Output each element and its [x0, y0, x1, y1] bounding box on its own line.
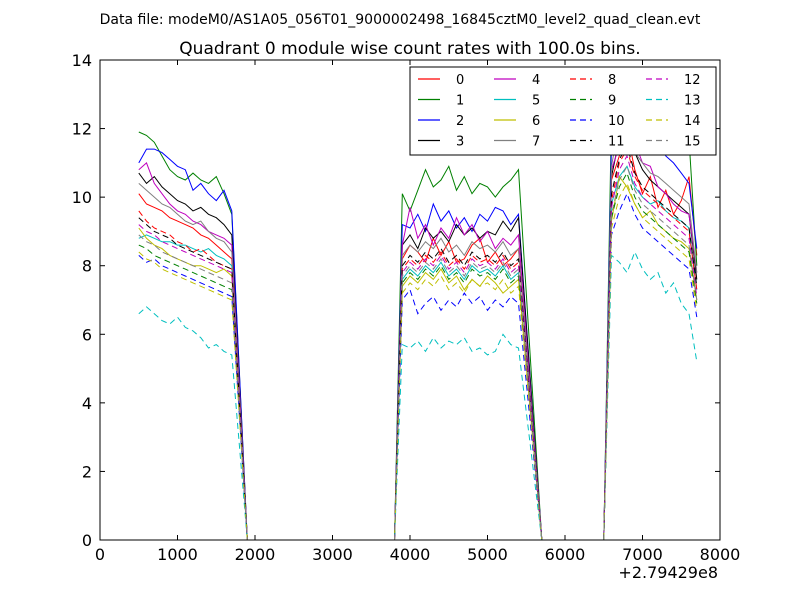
y-tick-label: 14: [72, 51, 92, 70]
series-line-13: [138, 250, 698, 541]
legend-label: 1: [456, 94, 464, 109]
series-line-14: [138, 182, 698, 541]
series-line-5: [138, 165, 698, 541]
y-tick-label: 8: [82, 257, 92, 276]
y-tick-label: 12: [72, 120, 92, 139]
series-line-11: [138, 144, 698, 541]
y-tick-label: 4: [82, 394, 92, 413]
legend-label: 2: [456, 114, 464, 129]
x-tick-label: 6000: [545, 545, 586, 564]
x-tick-label: 3000: [312, 545, 353, 564]
x-axis-offset-label: +2.79429e8: [618, 563, 718, 582]
y-tick-label: 10: [72, 188, 92, 207]
series-line-3: [138, 123, 698, 541]
legend-label: 7: [532, 135, 540, 150]
axis-ticks: 0 1000 2000 3000 4000 5000 6000 7000 80000246810…: [72, 51, 741, 564]
x-tick-label: 2000: [235, 545, 276, 564]
x-tick-label: 8000: [700, 545, 741, 564]
y-tick-label: 0: [82, 531, 92, 550]
legend-label: 14: [684, 114, 701, 129]
chart-title: Quadrant 0 module wise count rates with …: [179, 39, 640, 59]
series-line-15: [138, 165, 698, 541]
legend-label: 8: [608, 73, 616, 88]
legend-label: 4: [532, 73, 540, 88]
legend-label: 11: [608, 135, 625, 150]
legend-label: 3: [456, 135, 464, 150]
series-line-10: [138, 192, 698, 541]
series-lines: [138, 68, 698, 541]
legend-label: 10: [608, 114, 625, 129]
y-tick-label: 2: [82, 462, 92, 481]
legend-label: 12: [684, 73, 701, 88]
series-line-6: [138, 175, 698, 541]
legend-label: 6: [532, 114, 540, 129]
x-tick-label: 0: [95, 545, 105, 564]
legend-label: 5: [532, 94, 540, 109]
legend-label: 13: [684, 94, 701, 109]
legend-label: 15: [684, 135, 701, 150]
x-tick-label: 4000: [390, 545, 431, 564]
x-tick-label: 7000: [622, 545, 663, 564]
x-tick-label: 5000: [467, 545, 508, 564]
y-tick-label: 6: [82, 325, 92, 344]
legend-label: 0: [456, 73, 464, 88]
legend-label: 9: [608, 94, 616, 109]
series-line-9: [138, 171, 698, 541]
figure-suptitle: Data file: modeM0/AS1A05_056T01_90000024…: [100, 12, 701, 28]
x-tick-label: 1000: [157, 545, 198, 564]
legend-box: [409, 66, 717, 156]
